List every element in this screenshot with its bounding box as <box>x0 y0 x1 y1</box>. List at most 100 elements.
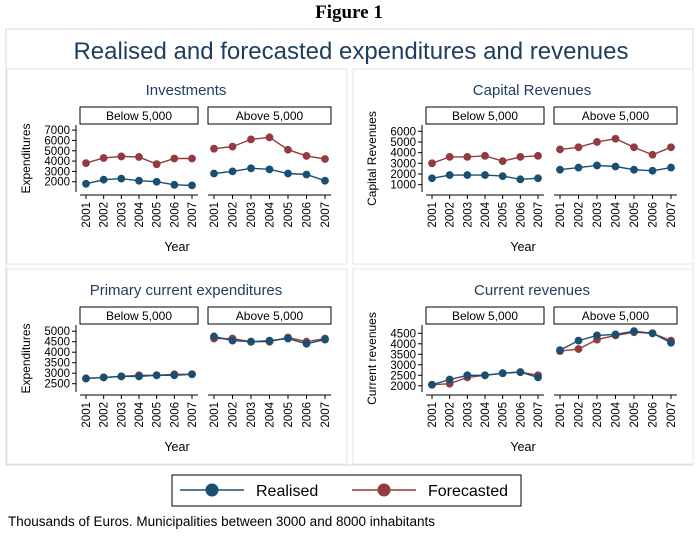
data-point-forecasted <box>574 143 583 152</box>
legend-swatch-marker <box>377 483 391 497</box>
panel-1: Investments Expenditures 20003000400050006… <box>6 68 348 265</box>
data-point-forecasted <box>534 151 542 160</box>
data-point-realised <box>574 336 583 345</box>
data-point-realised <box>188 181 196 190</box>
data-point-forecasted <box>228 142 237 151</box>
data-point-realised <box>170 180 179 189</box>
data-point-forecasted <box>188 154 196 163</box>
x-tick-label: 2005 <box>152 202 164 228</box>
data-point-forecasted <box>284 145 292 154</box>
data-point-realised <box>210 332 218 341</box>
data-point-forecasted <box>556 145 564 154</box>
panel-border <box>352 68 694 265</box>
x-tick-label: 2006 <box>169 402 181 428</box>
panel-2: Capital Revenues Capital Revenues 10002000… <box>352 68 694 265</box>
data-point-realised <box>321 335 329 344</box>
facet-strip-label: Below 5,000 <box>106 109 172 123</box>
data-point-forecasted <box>82 159 90 168</box>
data-point-realised <box>463 371 472 380</box>
x-tick-label: 2007 <box>187 202 199 228</box>
panel-4: Current revenues Current revenues 20002500… <box>352 268 694 465</box>
x-tick-label: 2007 <box>187 402 199 428</box>
data-point-realised <box>428 380 436 389</box>
x-tick-label: 2006 <box>302 402 314 428</box>
x-tick-label: 2002 <box>445 402 457 428</box>
x-tick-label: 2003 <box>462 202 474 228</box>
data-point-realised <box>321 176 329 185</box>
facet-strip-label: Above 5,000 <box>582 109 650 123</box>
figure-label: Figure 1 <box>315 2 383 23</box>
x-tick-label: 2006 <box>515 202 527 228</box>
x-tick-label: 2002 <box>228 202 240 228</box>
x-tick-label: 2003 <box>592 402 604 428</box>
data-point-realised <box>630 165 638 174</box>
y-tick-label: 4000 <box>44 347 70 359</box>
x-tick-label: 2001 <box>209 202 221 228</box>
data-point-forecasted <box>135 153 143 161</box>
x-tick-label: 2007 <box>320 402 332 428</box>
data-point-forecasted <box>302 152 311 160</box>
footnote: Thousands of Euros. Municipalities betwe… <box>8 514 436 529</box>
data-point-realised <box>667 163 675 172</box>
data-point-forecasted <box>265 133 274 142</box>
data-point-realised <box>445 375 454 384</box>
data-point-forecasted <box>516 152 525 161</box>
data-point-forecasted <box>210 144 218 153</box>
facet-strip-label: Above 5,000 <box>582 309 650 323</box>
x-tick-label: 2001 <box>427 202 439 228</box>
x-tick-label: 2001 <box>555 202 567 228</box>
data-point-realised <box>648 329 657 338</box>
data-point-realised <box>82 179 90 188</box>
y-tick-label: 1000 <box>390 180 416 192</box>
y-tick-label: 2500 <box>390 370 416 382</box>
y-axis-label: Expenditures <box>19 123 33 193</box>
data-point-forecasted <box>667 143 675 152</box>
y-tick-label: 6000 <box>390 126 416 138</box>
x-tick-label: 2007 <box>533 402 545 428</box>
data-point-forecasted <box>630 143 638 152</box>
data-point-forecasted <box>611 134 620 143</box>
panel-title: Current revenues <box>474 282 590 299</box>
facet-strip <box>425 106 545 125</box>
x-tick-label: 2002 <box>445 202 457 228</box>
y-axis-label: Capital Revenues <box>365 111 379 206</box>
y-tick-label: 4500 <box>390 328 416 340</box>
y-axis-label: Expenditures <box>19 323 33 393</box>
panel-border <box>6 268 348 465</box>
data-point-realised <box>611 330 620 339</box>
x-tick-label: 2003 <box>116 202 128 228</box>
data-point-realised <box>99 373 108 382</box>
x-tick-label: 2002 <box>99 202 111 228</box>
x-tick-label: 2003 <box>246 402 258 428</box>
facet-strip <box>207 306 332 325</box>
data-point-realised <box>228 336 237 345</box>
y-tick-label: 3500 <box>390 349 416 361</box>
data-point-realised <box>247 337 255 346</box>
data-point-realised <box>284 169 292 178</box>
facet-strip <box>207 106 332 125</box>
x-tick-label: 2001 <box>81 202 93 228</box>
data-point-forecasted <box>117 152 126 161</box>
data-point-realised <box>170 371 179 380</box>
y-axis-label: Current revenues <box>365 312 379 405</box>
data-point-realised <box>247 164 255 173</box>
facet-strip-label: Below 5,000 <box>452 309 518 323</box>
x-axis-label: Year <box>164 440 189 454</box>
x-tick-label: 2004 <box>480 401 492 427</box>
data-point-realised <box>630 327 638 336</box>
x-tick-label: 2007 <box>320 202 332 228</box>
x-tick-label: 2004 <box>134 201 146 227</box>
panel-title: Primary current expenditures <box>90 282 283 299</box>
data-point-realised <box>210 169 218 178</box>
data-point-realised <box>302 339 311 348</box>
x-tick-label: 2004 <box>265 201 277 227</box>
y-tick-label: 4000 <box>390 148 416 160</box>
data-point-forecasted <box>574 345 583 353</box>
data-point-realised <box>284 334 292 343</box>
data-point-forecasted <box>152 160 161 169</box>
data-point-realised <box>556 346 564 355</box>
data-point-realised <box>99 175 108 184</box>
x-tick-label: 2006 <box>302 202 314 228</box>
data-point-realised <box>82 374 90 383</box>
